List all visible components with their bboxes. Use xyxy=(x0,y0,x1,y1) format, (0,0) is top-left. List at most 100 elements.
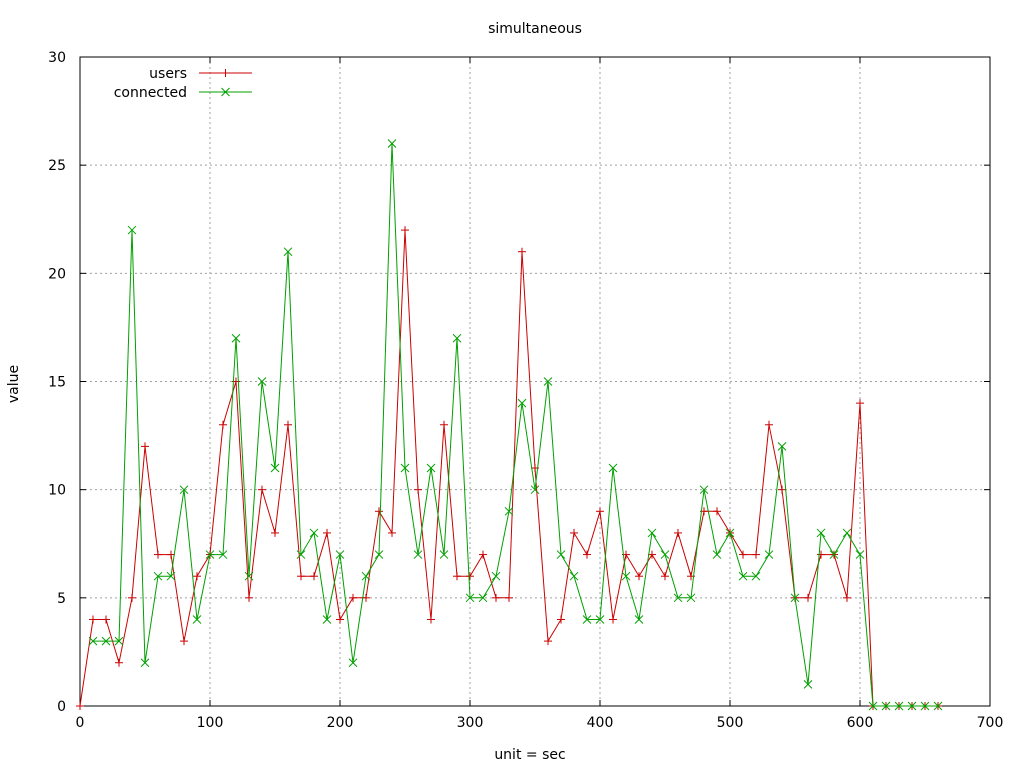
data-point-users xyxy=(492,593,500,602)
marker-stroke xyxy=(88,636,98,646)
data-point-connected xyxy=(205,550,215,559)
y-tick-label: 20 xyxy=(48,266,66,282)
y-tick-label: 25 xyxy=(48,158,66,174)
data-point-users xyxy=(739,550,747,559)
data-point-users xyxy=(154,550,162,559)
data-point-users xyxy=(102,615,110,624)
marker-stroke xyxy=(309,528,319,538)
y-tick-label: 10 xyxy=(48,483,66,499)
marker-stroke xyxy=(569,571,579,581)
data-point-connected xyxy=(530,485,540,495)
data-point-users xyxy=(440,420,448,429)
data-point-users xyxy=(544,637,552,646)
data-point-connected xyxy=(647,528,657,538)
data-point-users xyxy=(713,507,721,516)
marker-stroke xyxy=(803,680,813,689)
data-point-connected xyxy=(387,139,397,148)
data-point-users xyxy=(336,615,344,624)
data-point-users xyxy=(570,528,578,537)
marker-stroke xyxy=(699,485,709,495)
data-point-connected xyxy=(270,463,280,473)
y-axis-label: value xyxy=(6,365,22,403)
data-point-connected xyxy=(829,550,839,559)
marker-stroke xyxy=(790,593,800,603)
data-point-connected xyxy=(790,593,800,603)
data-point-connected xyxy=(309,528,319,538)
data-point-users xyxy=(765,420,773,429)
data-point-users xyxy=(856,399,864,408)
data-point-connected xyxy=(556,550,566,559)
data-point-users xyxy=(167,550,175,559)
x-tick-label: 500 xyxy=(717,715,744,731)
data-point-connected xyxy=(751,571,761,581)
data-point-connected xyxy=(114,636,124,646)
axis-layer: 0 100 200 300 400 500 600 700 0 5 10 15 20 25 30 xyxy=(48,50,1003,731)
marker-stroke xyxy=(166,571,176,581)
data-point-users xyxy=(505,593,513,602)
data-point-connected xyxy=(127,225,137,235)
data-point-users xyxy=(427,615,435,624)
data-point-users xyxy=(661,572,669,581)
marker-stroke xyxy=(491,571,501,581)
marker-stroke xyxy=(452,333,462,343)
data-point-connected xyxy=(699,485,709,495)
marker-stroke xyxy=(751,571,761,581)
data-point-connected xyxy=(517,398,527,408)
y-tick-label: 30 xyxy=(48,50,66,66)
data-point-connected xyxy=(816,528,826,538)
data-point-users xyxy=(596,507,604,516)
data-point-users xyxy=(635,572,643,581)
data-point-connected xyxy=(348,658,358,668)
data-point-connected xyxy=(179,485,189,495)
data-point-users xyxy=(297,572,305,581)
data-point-connected xyxy=(153,571,163,581)
series-line-connected xyxy=(93,143,938,707)
marker-stroke xyxy=(335,550,345,559)
marker-stroke xyxy=(361,571,371,581)
data-point-users xyxy=(388,528,396,537)
marker-stroke xyxy=(829,550,839,559)
marker-stroke xyxy=(114,636,124,646)
data-point-connected xyxy=(712,550,722,559)
data-point-users xyxy=(518,247,526,256)
data-point-connected xyxy=(257,377,267,386)
marker-stroke xyxy=(777,442,787,451)
data-point-connected xyxy=(478,593,488,603)
marker-stroke xyxy=(816,528,826,538)
data-point-connected xyxy=(322,615,332,624)
marker-stroke xyxy=(933,701,943,711)
data-point-users xyxy=(89,615,97,624)
marker-stroke xyxy=(686,593,696,603)
data-point-users xyxy=(349,593,357,602)
x-tick-label: 300 xyxy=(457,715,484,731)
data-point-connected xyxy=(88,636,98,646)
data-point-users xyxy=(778,485,786,494)
marker-stroke xyxy=(221,87,230,97)
y-tick-label: 0 xyxy=(57,699,66,715)
marker-stroke xyxy=(127,225,137,235)
marker-stroke xyxy=(504,506,514,516)
x-tick-label: 0 xyxy=(76,715,85,731)
data-point-users xyxy=(362,593,370,602)
data-point-connected xyxy=(491,571,501,581)
data-point-connected xyxy=(465,593,475,603)
data-point-connected xyxy=(842,528,852,538)
data-point-connected xyxy=(426,463,436,473)
data-point-connected xyxy=(621,571,631,581)
marker-stroke xyxy=(270,463,280,473)
marker-stroke xyxy=(179,485,189,495)
marker-stroke xyxy=(712,550,722,559)
marker-stroke xyxy=(296,550,306,559)
x-axis-label: unit = sec xyxy=(494,747,565,763)
data-point-users xyxy=(76,702,84,710)
marker-stroke xyxy=(634,615,644,624)
marker-stroke xyxy=(920,701,930,711)
data-point-users xyxy=(583,550,591,559)
data-point-users xyxy=(323,528,331,537)
data-point-connected xyxy=(660,550,670,559)
data-point-connected xyxy=(881,701,891,711)
series-layer xyxy=(76,139,943,711)
marker-stroke xyxy=(231,333,241,343)
data-point-users xyxy=(401,226,409,235)
legend: users connected xyxy=(114,66,252,101)
